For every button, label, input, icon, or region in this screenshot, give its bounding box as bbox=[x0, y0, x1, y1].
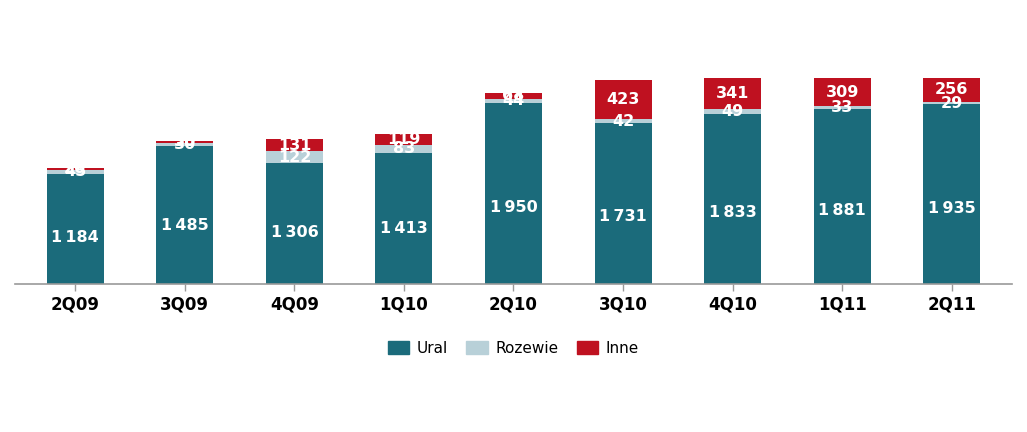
Bar bbox=[266, 151, 322, 163]
Bar bbox=[376, 145, 432, 153]
Bar bbox=[47, 174, 104, 284]
Bar bbox=[813, 78, 871, 106]
Text: 341: 341 bbox=[716, 86, 750, 101]
Text: 30: 30 bbox=[174, 134, 196, 149]
Text: 1 881: 1 881 bbox=[819, 203, 866, 218]
Bar bbox=[266, 163, 322, 284]
Legend: Ural, Rozewie, Inne: Ural, Rozewie, Inne bbox=[382, 335, 645, 362]
Text: 423: 423 bbox=[606, 92, 640, 107]
Text: 29: 29 bbox=[941, 95, 963, 111]
Text: 20: 20 bbox=[64, 162, 86, 176]
Text: 1 306: 1 306 bbox=[270, 226, 318, 240]
Bar bbox=[266, 139, 322, 151]
Bar bbox=[923, 105, 980, 284]
Bar bbox=[813, 106, 871, 109]
Text: 30: 30 bbox=[174, 137, 196, 152]
Text: 1 413: 1 413 bbox=[380, 221, 428, 236]
Bar bbox=[595, 123, 651, 284]
Text: 44: 44 bbox=[502, 93, 525, 108]
Text: 68: 68 bbox=[502, 88, 525, 103]
Bar bbox=[156, 143, 214, 146]
Bar bbox=[47, 168, 104, 170]
Bar bbox=[923, 102, 980, 105]
Text: 49: 49 bbox=[722, 104, 744, 119]
Bar bbox=[485, 103, 542, 284]
Text: 309: 309 bbox=[826, 85, 859, 99]
Bar bbox=[705, 78, 761, 109]
Bar bbox=[923, 78, 980, 102]
Bar bbox=[156, 140, 214, 143]
Bar bbox=[485, 99, 542, 103]
Bar bbox=[47, 170, 104, 174]
Text: 256: 256 bbox=[935, 83, 968, 97]
Text: 1 184: 1 184 bbox=[51, 230, 100, 245]
Text: 83: 83 bbox=[392, 141, 415, 156]
Bar bbox=[156, 146, 214, 284]
Bar bbox=[813, 109, 871, 284]
Text: 122: 122 bbox=[277, 149, 311, 165]
Text: 1 731: 1 731 bbox=[599, 209, 647, 224]
Bar bbox=[376, 153, 432, 284]
Bar bbox=[595, 80, 651, 119]
Text: 131: 131 bbox=[277, 138, 311, 153]
Bar bbox=[705, 109, 761, 114]
Text: 1 935: 1 935 bbox=[927, 201, 976, 216]
Text: 1 950: 1 950 bbox=[490, 200, 537, 215]
Text: 1 833: 1 833 bbox=[709, 205, 757, 220]
Text: 119: 119 bbox=[387, 132, 421, 147]
Text: 45: 45 bbox=[64, 164, 86, 179]
Bar bbox=[595, 119, 651, 123]
Bar bbox=[705, 114, 761, 284]
Text: 42: 42 bbox=[612, 114, 635, 129]
Text: 1 485: 1 485 bbox=[161, 218, 208, 233]
Text: 33: 33 bbox=[831, 100, 853, 115]
Bar bbox=[376, 134, 432, 145]
Bar bbox=[485, 92, 542, 99]
